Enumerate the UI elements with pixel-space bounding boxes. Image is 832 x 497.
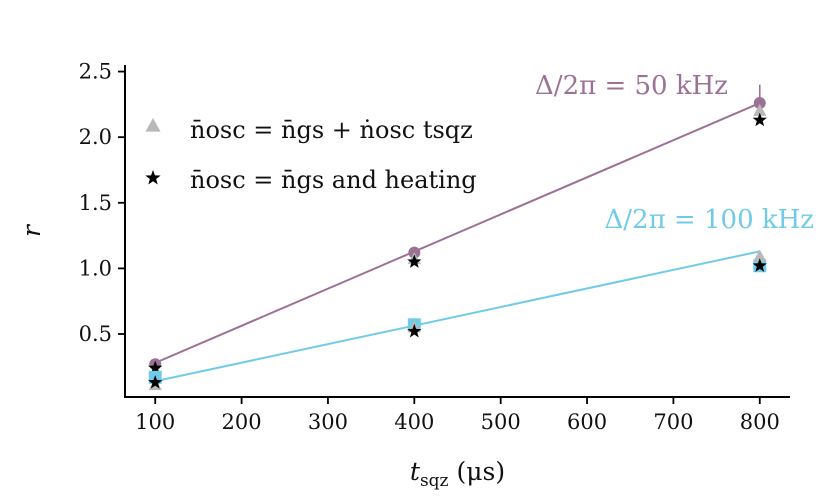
x-tick-label: 600 <box>567 410 607 434</box>
y-tick-label: 2.5 <box>79 60 112 84</box>
data-point <box>753 97 766 110</box>
model-star-marker <box>407 254 422 268</box>
detuning-label-100khz: Δ/2π = 100 kHz <box>605 205 815 235</box>
legend-label-triangle: n̄osc = n̄gs + ṅosc tsqz <box>190 116 473 144</box>
legend-entry-triangle: n̄osc = n̄gs + ṅosc tsqz <box>145 116 473 144</box>
legend-triangle-marker <box>145 118 161 132</box>
y-axis-label: r <box>17 223 46 237</box>
legend-entry-star: n̄osc = n̄gs and heating <box>145 166 477 194</box>
x-label-unit: (μs) <box>457 457 506 486</box>
model-star-marker <box>148 360 163 375</box>
model-triangle-marker <box>753 249 767 262</box>
fit-line <box>154 102 761 364</box>
model-star-marker <box>752 258 767 272</box>
model-star-marker <box>752 112 767 127</box>
y-tick-label: 1.0 <box>79 256 112 280</box>
axes: 100 200 300 400 500 600 700 800 0.5 1.0 1.5 2.0 2.5 r… <box>17 60 790 491</box>
x-label-subscript: sqz <box>420 471 449 491</box>
annotations: Δ/2π = 50 kHz Δ/2π = 100 kHz <box>535 71 814 235</box>
legend-label-star: n̄osc = n̄gs and heating <box>190 166 477 194</box>
x-tick-label: 300 <box>308 410 348 434</box>
fit-line <box>155 250 760 383</box>
series-1 <box>148 249 767 391</box>
x-tick-label: 100 <box>135 410 175 434</box>
model-triangle-marker <box>753 103 767 116</box>
x-axis-label: tsqz (μs) <box>410 457 505 491</box>
x-tick-label: 200 <box>222 410 262 434</box>
plot-area <box>148 84 767 391</box>
model-star-marker <box>407 323 422 338</box>
x-tick-label: 800 <box>740 410 780 434</box>
model-star-marker <box>148 375 163 389</box>
y-tick-label: 1.5 <box>79 191 112 215</box>
legend: n̄osc = n̄gs + ṅosc tsqz n̄osc = n̄gs and… <box>145 116 477 194</box>
y-tick-label: 2.0 <box>79 125 112 149</box>
x-tick-label: 400 <box>394 410 434 434</box>
y-tick-label: 0.5 <box>79 322 112 346</box>
detuning-label-50khz: Δ/2π = 50 kHz <box>535 71 728 101</box>
x-label-symbol: t <box>410 457 421 486</box>
x-tick-label: 700 <box>653 410 693 434</box>
legend-star-marker <box>145 170 161 185</box>
x-tick-label: 500 <box>481 410 521 434</box>
